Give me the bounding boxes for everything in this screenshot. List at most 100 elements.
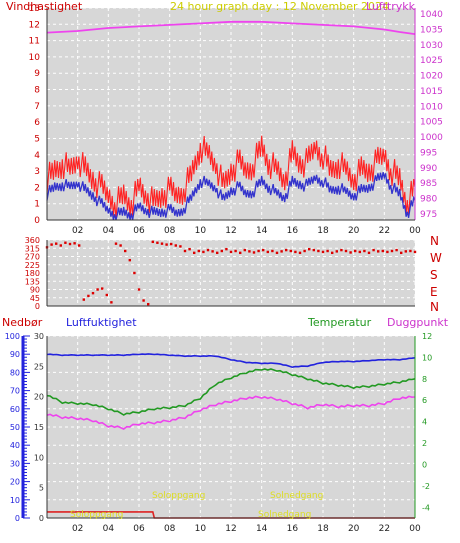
direction-point bbox=[124, 249, 127, 253]
rain-tick-label: 15 bbox=[34, 423, 44, 432]
pressure-tick-label: 1015 bbox=[420, 87, 443, 97]
direction-point bbox=[68, 242, 72, 246]
direction-point bbox=[64, 241, 67, 244]
direction-point bbox=[197, 249, 200, 253]
wind-speed-tick-label: 3 bbox=[34, 167, 40, 177]
humidity-hour-tick-label: 08 bbox=[164, 524, 176, 534]
direction-point bbox=[91, 291, 95, 295]
direction-point bbox=[381, 249, 384, 253]
rain-tick-label: 0 bbox=[39, 514, 44, 523]
temperature-tick-label: 10 bbox=[422, 353, 432, 362]
direction-point bbox=[193, 251, 196, 255]
wind-hour-tick-label: 14 bbox=[256, 226, 268, 236]
direction-point bbox=[257, 249, 260, 253]
temperature-tick-label: 12 bbox=[422, 332, 432, 341]
humidity-hour-tick-label: 18 bbox=[317, 524, 329, 534]
direction-point bbox=[266, 250, 269, 254]
direction-point bbox=[50, 243, 53, 246]
humidity-series-line bbox=[46, 353, 416, 369]
direction-point bbox=[105, 293, 108, 297]
pressure-tick-label: 995 bbox=[420, 148, 437, 158]
direction-point bbox=[308, 247, 311, 251]
direction-point bbox=[349, 251, 352, 254]
sunrise-annotation-lower: Soloppgang bbox=[70, 510, 123, 520]
wind-hour-tick-label: 08 bbox=[164, 226, 176, 236]
pressure-tick-label: 975 bbox=[420, 210, 437, 220]
direction-point bbox=[137, 288, 141, 291]
wind-speed-tick-label: 6 bbox=[34, 118, 40, 128]
temperature-tick-label: 0 bbox=[422, 460, 427, 469]
wind-speed-tick-label: 5 bbox=[34, 134, 40, 144]
humidity-label: Luftfuktighet bbox=[66, 316, 137, 329]
direction-tick-label: 270 bbox=[25, 253, 40, 262]
direction-tick-label: 135 bbox=[25, 277, 40, 286]
direction-point bbox=[119, 244, 122, 247]
direction-point bbox=[280, 250, 283, 253]
direction-point bbox=[317, 249, 320, 253]
direction-point bbox=[363, 249, 366, 253]
direction-point bbox=[386, 250, 389, 254]
direction-point bbox=[275, 251, 279, 255]
direction-point bbox=[128, 258, 131, 262]
direction-tick-label: 225 bbox=[25, 261, 40, 270]
wind-average-series-line bbox=[46, 172, 416, 221]
pressure-tick-label: 1010 bbox=[420, 102, 443, 112]
humidity-hour-tick-label: 20 bbox=[348, 524, 360, 534]
direction-point bbox=[262, 248, 265, 252]
wind-speed-tick-label: 9 bbox=[34, 69, 40, 79]
humidity-tick-label: 90 bbox=[10, 350, 20, 359]
rain-tick-label: 30 bbox=[34, 332, 44, 341]
direction-tick-label: 315 bbox=[25, 244, 40, 253]
direction-point bbox=[243, 248, 246, 252]
rain-tick-label: 25 bbox=[34, 362, 44, 371]
temperature-tick-label: 2 bbox=[422, 439, 427, 448]
wind-speed-tick-label: 8 bbox=[34, 86, 40, 96]
wind-hour-tick-label: 12 bbox=[225, 226, 236, 236]
wind-hour-tick-label: 22 bbox=[379, 226, 390, 236]
humidity-hour-tick-label: 02 bbox=[72, 524, 83, 534]
sunset-annotation-lower: Solnedgang bbox=[258, 510, 311, 520]
direction-point bbox=[248, 250, 251, 253]
direction-point bbox=[229, 250, 233, 254]
humidity-tick-label: 80 bbox=[10, 368, 20, 377]
direction-point bbox=[367, 251, 371, 255]
humidity-tick-label: 60 bbox=[10, 405, 20, 414]
direction-point bbox=[409, 249, 412, 253]
temperature-tick-label: 8 bbox=[422, 375, 427, 384]
direction-label-e: E bbox=[430, 285, 438, 299]
direction-point bbox=[101, 287, 104, 290]
wind-speed-tick-label: 2 bbox=[34, 183, 40, 193]
direction-point bbox=[78, 244, 81, 247]
temperature-tick-label: -2 bbox=[422, 482, 430, 491]
humidity-tick-label: 30 bbox=[10, 459, 20, 468]
wind-hour-tick-label: 02 bbox=[72, 226, 83, 236]
humidity-hour-tick-label: 10 bbox=[195, 524, 207, 534]
rain-tick-label: 20 bbox=[34, 393, 44, 402]
direction-tick-label: 45 bbox=[30, 294, 40, 303]
direction-tick-label: 180 bbox=[25, 269, 40, 278]
pressure-label: Lufttrykk bbox=[366, 0, 416, 13]
rain-tick-label: 5 bbox=[39, 484, 44, 493]
rain-tick-label: 10 bbox=[34, 453, 44, 462]
direction-point bbox=[142, 299, 145, 302]
wind-speed-tick-label: 7 bbox=[34, 102, 40, 112]
humidity-tick-label: 10 bbox=[10, 496, 20, 505]
wind-hour-tick-label: 04 bbox=[103, 226, 115, 236]
direction-point bbox=[202, 250, 205, 254]
direction-point bbox=[82, 298, 85, 301]
direction-point bbox=[340, 248, 343, 252]
wind-hour-tick-label: 16 bbox=[287, 226, 299, 236]
humidity-tick-label: 100 bbox=[5, 332, 20, 341]
direction-point bbox=[59, 244, 62, 247]
pressure-tick-label: 1030 bbox=[420, 41, 443, 51]
temperature-series-line bbox=[46, 368, 416, 416]
direction-point bbox=[252, 251, 256, 254]
humidity-tick-label: 40 bbox=[10, 441, 20, 450]
direction-point bbox=[390, 249, 394, 253]
direction-point bbox=[395, 248, 398, 252]
humidity-tick-label: 0 bbox=[15, 514, 20, 523]
wind-hour-tick-label: 06 bbox=[133, 226, 145, 236]
direction-point bbox=[372, 248, 375, 252]
temperature-tick-label: -4 bbox=[422, 503, 430, 512]
